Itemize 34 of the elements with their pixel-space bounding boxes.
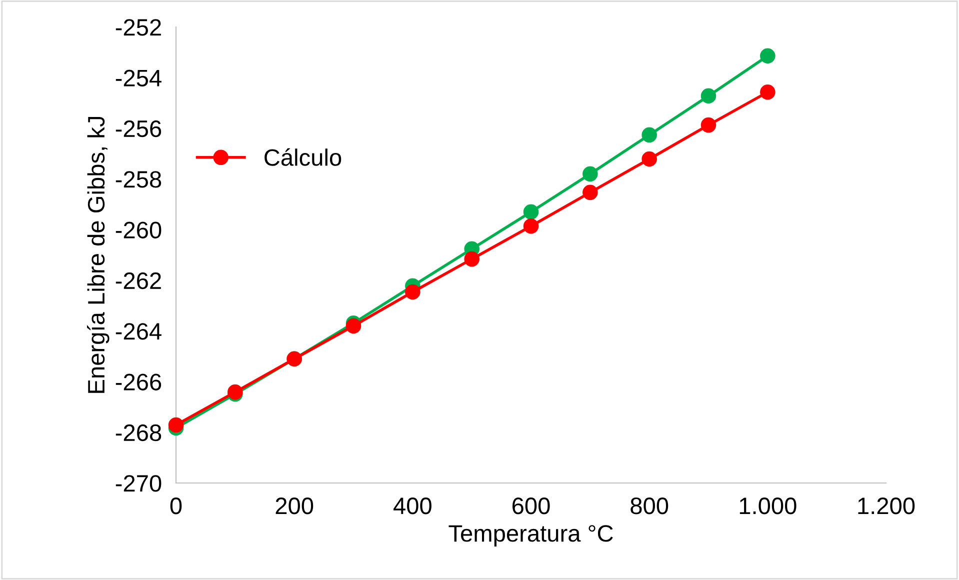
x-tick-label: 1.000	[740, 498, 796, 514]
point	[642, 127, 657, 143]
point	[582, 184, 598, 200]
x-tick-label: 200	[276, 498, 314, 514]
y-tick-label: -256	[116, 120, 162, 138]
y-tick-label: -262	[116, 272, 161, 290]
x-tick-label: 0	[170, 498, 182, 514]
point	[523, 204, 539, 220]
x-tick-label: 600	[512, 498, 550, 514]
y-tick-label: -266	[116, 374, 162, 390]
y-tick-label: -270	[116, 475, 162, 492]
y-tick-label: -258	[116, 171, 162, 188]
point	[168, 417, 184, 433]
y-tick-label: -254	[116, 70, 162, 86]
y-tick-label: -252	[116, 19, 161, 36]
y-tick-label: -268	[116, 424, 162, 442]
point	[700, 117, 716, 133]
point	[760, 84, 776, 100]
legend-label: Cálculo	[264, 148, 342, 166]
point	[346, 318, 362, 334]
point	[760, 48, 776, 64]
point	[700, 88, 716, 104]
y-tick-label: -260	[116, 222, 162, 238]
x-axis-title: Temperatura °C	[448, 525, 613, 546]
point	[582, 166, 598, 182]
y-tick-label: -264	[116, 323, 162, 340]
x-tick-label: 800	[630, 498, 668, 514]
point	[405, 284, 420, 300]
point	[464, 251, 480, 267]
x-tick-label: 400	[394, 498, 432, 514]
point	[642, 151, 657, 167]
y-axis-title: Energía Libre de Gibbs, kJ	[87, 116, 110, 393]
point	[523, 218, 539, 234]
x-tick-label: 1.200	[858, 498, 915, 514]
